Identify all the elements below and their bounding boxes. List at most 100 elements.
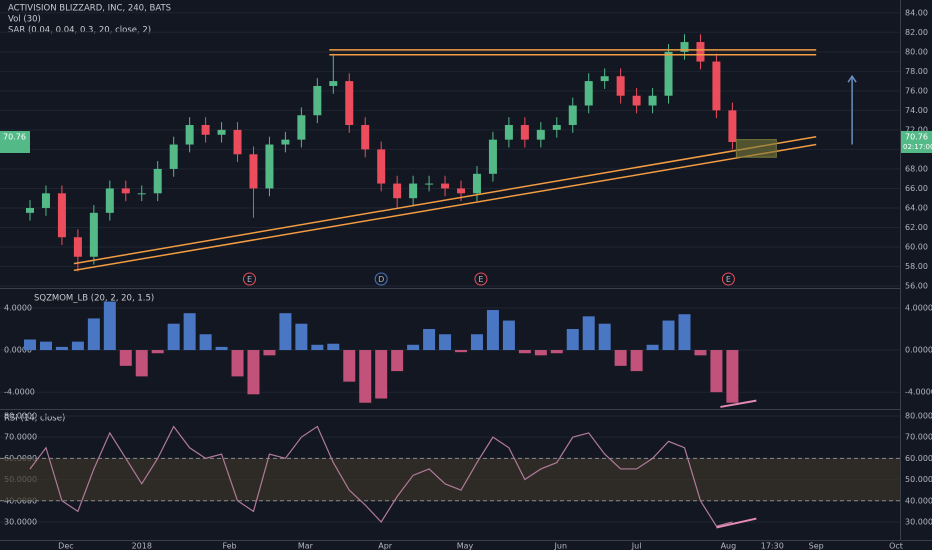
momentum-bar bbox=[470, 334, 483, 351]
momentum-bar bbox=[247, 350, 260, 395]
momentum-bar bbox=[582, 316, 595, 351]
price-tag bbox=[0, 130, 30, 153]
momentum-bar bbox=[311, 344, 324, 351]
y-tick-label: 76.00 bbox=[905, 86, 928, 95]
price-tag bbox=[901, 130, 932, 153]
momentum-bar bbox=[103, 301, 116, 351]
trend-line bbox=[73, 135, 817, 265]
candle-body bbox=[105, 188, 114, 213]
y-tick-label: 70.0000 bbox=[905, 433, 932, 442]
rsi-band bbox=[0, 458, 900, 501]
momentum-bar bbox=[359, 350, 372, 403]
momentum-bar bbox=[630, 350, 643, 372]
y-tick-label: 60.0000 bbox=[905, 454, 932, 463]
y-tick-label: 78.00 bbox=[905, 67, 928, 76]
y-tick-label: 62.00 bbox=[905, 223, 928, 232]
candle-body bbox=[441, 183, 450, 189]
momentum-bar bbox=[502, 320, 515, 351]
momentum-bar bbox=[694, 350, 707, 356]
candle-body bbox=[600, 76, 609, 82]
y-tick-label: 50.0000 bbox=[905, 475, 932, 484]
x-tick-label: Jul bbox=[631, 542, 642, 550]
momentum-bar bbox=[518, 350, 531, 354]
event-label: E bbox=[247, 275, 252, 284]
candle-body bbox=[57, 193, 66, 238]
candle-body bbox=[457, 188, 466, 194]
candle-body bbox=[281, 139, 290, 145]
y-tick-label: 58.00 bbox=[905, 262, 928, 271]
candle-body bbox=[169, 144, 178, 169]
candle-body bbox=[249, 154, 258, 189]
candle-body bbox=[329, 81, 338, 86]
momentum-bar bbox=[87, 318, 100, 351]
momentum-bar bbox=[263, 350, 276, 356]
momentum-bar bbox=[375, 350, 388, 399]
momentum-bar bbox=[662, 320, 675, 351]
price-tag-label: 70.76 bbox=[905, 132, 928, 141]
momentum-bar bbox=[550, 350, 563, 354]
y-tick-label: -4.0000 bbox=[4, 388, 35, 397]
arrow-head bbox=[847, 74, 857, 83]
y-tick-label: 70.0000 bbox=[4, 433, 37, 442]
momentum-bar bbox=[295, 323, 308, 351]
candle-body bbox=[345, 81, 354, 126]
momentum-bar bbox=[135, 350, 148, 377]
x-tick-label: Jun bbox=[554, 542, 568, 550]
candle-body bbox=[409, 183, 418, 199]
x-tick-label: Mar bbox=[298, 542, 314, 550]
x-tick-label: Apr bbox=[378, 542, 393, 550]
candle-body bbox=[137, 193, 146, 195]
candle-body bbox=[297, 115, 306, 140]
y-tick-label: 72.00 bbox=[905, 125, 928, 134]
momentum-bar bbox=[199, 334, 212, 351]
rsi-line bbox=[29, 425, 733, 527]
momentum-bar bbox=[423, 328, 436, 351]
y-tick-label: 4.0000 bbox=[905, 303, 932, 312]
momentum-bar bbox=[678, 314, 691, 351]
candle-body bbox=[201, 125, 210, 135]
y-tick-label: 0.0000 bbox=[4, 346, 32, 355]
price-tag-label: 70.76 bbox=[3, 132, 26, 141]
momentum-bar bbox=[455, 350, 468, 353]
indicator-label: SAR (0.04, 0.04, 0.3, 20, close, 2) bbox=[8, 26, 151, 36]
momentum-bar bbox=[566, 328, 579, 351]
indicator-label: Vol (30) bbox=[8, 15, 41, 25]
candle-body bbox=[217, 129, 226, 135]
momentum-bar bbox=[279, 313, 292, 351]
event-marker bbox=[721, 272, 735, 286]
candle-body bbox=[361, 125, 370, 150]
y-tick-label: 60.00 bbox=[905, 242, 928, 251]
momentum-bar bbox=[167, 323, 180, 351]
y-tick-label: 56.00 bbox=[905, 282, 928, 291]
candle-body bbox=[185, 125, 194, 145]
x-tick-label: Dec bbox=[58, 542, 73, 550]
indicator-label: SQZMOM_LB (20, 2, 20, 1.5) bbox=[34, 294, 154, 304]
candle-body bbox=[664, 51, 673, 96]
y-tick-label: 0.0000 bbox=[905, 346, 932, 355]
momentum-bar bbox=[55, 346, 68, 351]
momentum-bar bbox=[215, 346, 228, 351]
candle-body bbox=[536, 129, 545, 140]
y-tick-label: 30.0000 bbox=[4, 517, 37, 526]
momentum-bar bbox=[726, 350, 739, 403]
x-tick-label: Sep bbox=[809, 542, 824, 550]
momentum-bar bbox=[598, 323, 611, 351]
momentum-bar bbox=[183, 313, 196, 351]
momentum-bar bbox=[614, 350, 627, 366]
momentum-bar bbox=[486, 310, 499, 351]
momentum-bar bbox=[24, 339, 36, 351]
momentum-bar bbox=[407, 344, 420, 351]
candle-body bbox=[425, 183, 434, 185]
momentum-bar bbox=[391, 350, 404, 372]
candle-body bbox=[89, 212, 98, 257]
indicator-label: RSI (14, close) bbox=[4, 414, 65, 424]
y-tick-label: 80.0000 bbox=[4, 411, 37, 420]
event-label: E bbox=[478, 275, 483, 284]
candle-body bbox=[153, 168, 162, 194]
candle-body bbox=[233, 129, 242, 155]
divergence-line bbox=[720, 399, 757, 408]
y-tick-label: 84.00 bbox=[905, 8, 928, 17]
countdown-label: 02:17:00 bbox=[903, 143, 932, 151]
momentum-bar bbox=[439, 334, 452, 351]
